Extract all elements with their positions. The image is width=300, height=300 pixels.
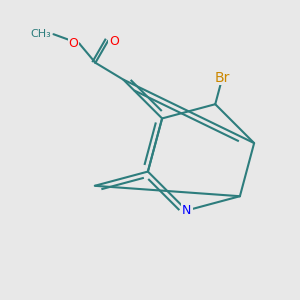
Text: Br: Br (215, 70, 230, 85)
Text: N: N (182, 204, 191, 217)
Text: CH₃: CH₃ (30, 29, 51, 39)
Text: O: O (109, 34, 119, 48)
Text: O: O (68, 37, 78, 50)
